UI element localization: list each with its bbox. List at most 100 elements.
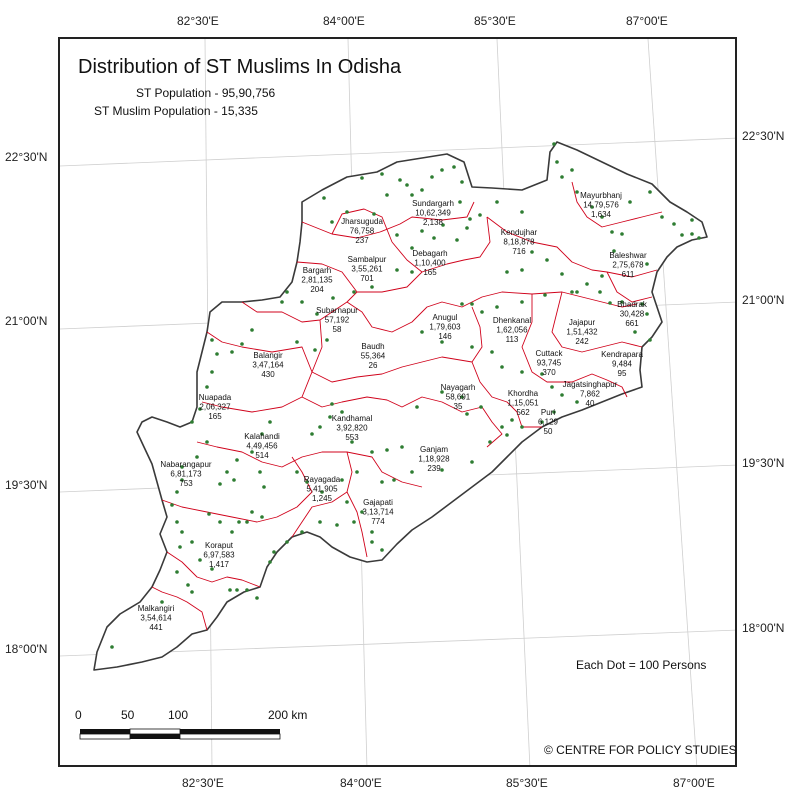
- lon-label-top-2: 84°00'E: [323, 14, 365, 28]
- population-dot: [410, 246, 414, 250]
- population-dot: [460, 302, 464, 306]
- lat-label-left-4: 18°00'N: [5, 642, 48, 656]
- population-dot: [198, 558, 202, 562]
- population-dot: [345, 210, 349, 214]
- population-dot: [395, 233, 399, 237]
- population-dot: [608, 301, 612, 305]
- population-dot: [186, 583, 190, 587]
- population-dot: [470, 302, 474, 306]
- scale-segment-6: [179, 733, 281, 740]
- population-dot: [455, 238, 459, 242]
- population-dot: [410, 193, 414, 197]
- district-label-muslim: 35: [454, 402, 463, 411]
- district-label-muslim: 165: [423, 268, 437, 277]
- population-dot: [385, 193, 389, 197]
- scale-label-50: 50: [121, 708, 135, 722]
- scale-segment-1: [80, 729, 130, 734]
- population-dot: [160, 600, 164, 604]
- population-dot: [272, 550, 276, 554]
- population-dot: [175, 570, 179, 574]
- population-dot: [440, 468, 444, 472]
- population-dot: [395, 268, 399, 272]
- population-dot: [331, 296, 335, 300]
- population-dot: [170, 503, 174, 507]
- district-label-muslim: 95: [618, 369, 627, 378]
- district-label-muslim: 239: [427, 464, 441, 473]
- district-label-name: Jajapur: [569, 318, 596, 327]
- population-dot: [470, 345, 474, 349]
- population-dot: [505, 270, 509, 274]
- population-dot: [175, 520, 179, 524]
- district-label-muslim: 553: [345, 433, 359, 442]
- population-dot: [585, 282, 589, 286]
- population-dot: [340, 410, 344, 414]
- population-dot: [648, 338, 652, 342]
- lon-label-bottom-3: 85°30'E: [506, 776, 548, 790]
- population-dot: [218, 520, 222, 524]
- population-dot: [320, 490, 324, 494]
- population-dot: [235, 458, 239, 462]
- population-dot: [520, 210, 524, 214]
- population-dot: [560, 175, 564, 179]
- population-dot: [660, 215, 664, 219]
- population-dot: [520, 268, 524, 272]
- population-dot: [250, 328, 254, 332]
- population-dot: [672, 222, 676, 226]
- district-label-name: Koraput: [205, 541, 234, 550]
- district-borders: [151, 181, 663, 631]
- population-dot: [440, 168, 444, 172]
- district-label-name: Rayagada: [304, 475, 341, 484]
- dot-legend-note: Each Dot = 100 Persons: [576, 658, 707, 672]
- district-label-name: Kendrapara: [601, 350, 643, 359]
- lat-label-right-2: 21°00'N: [742, 293, 785, 307]
- district-label-name: Nuapada: [199, 393, 232, 402]
- credit-text: © CENTRE FOR POLICY STUDIES: [544, 743, 737, 757]
- population-dot: [180, 530, 184, 534]
- population-dot: [355, 470, 359, 474]
- district-label-st: 57,192: [325, 316, 350, 325]
- population-dot: [285, 540, 289, 544]
- population-dot: [690, 218, 694, 222]
- lon-label-top-3: 85°30'E: [474, 14, 516, 28]
- population-dot: [510, 418, 514, 422]
- district-label-st: 6,129: [538, 418, 559, 427]
- population-dot: [470, 460, 474, 464]
- district-label-name: Debagarh: [412, 249, 447, 258]
- population-dot: [468, 217, 472, 221]
- district-label-name: Bargarh: [303, 266, 331, 275]
- population-dot: [575, 290, 579, 294]
- population-dot: [633, 330, 637, 334]
- district-label-st: 3,13,714: [362, 508, 394, 517]
- population-dot: [313, 348, 317, 352]
- district-label-muslim: 1,417: [209, 560, 230, 569]
- population-dot: [175, 490, 179, 494]
- district-label-st: 2,81,135: [301, 276, 333, 285]
- district-label-name: Nayagarh: [441, 383, 476, 392]
- population-dot: [398, 178, 402, 182]
- population-dot: [245, 588, 249, 592]
- population-dot: [392, 478, 396, 482]
- district-label-name: Cuttack: [535, 349, 563, 358]
- population-dot: [505, 433, 509, 437]
- district-label-name: Malkangiri: [138, 604, 175, 613]
- population-dot: [190, 590, 194, 594]
- population-dot: [237, 520, 241, 524]
- lon-label-top-4: 87°00'E: [626, 14, 668, 28]
- population-dot: [190, 540, 194, 544]
- district-label-name: Kandhamal: [332, 414, 373, 423]
- population-dot: [190, 420, 194, 424]
- population-dot: [370, 530, 374, 534]
- population-dot: [228, 588, 232, 592]
- district-label-name: Anugul: [433, 313, 458, 322]
- population-dot: [479, 405, 483, 409]
- district-label-muslim: 430: [261, 370, 275, 379]
- scale-bar-graphic: [79, 728, 281, 740]
- scale-segment-2: [129, 728, 181, 735]
- population-dot: [340, 478, 344, 482]
- map-frame: Sundargarh 10,62,349 2,138 Jharsuguda 76,758…: [58, 37, 737, 767]
- population-dot: [570, 168, 574, 172]
- population-dot: [460, 395, 464, 399]
- map-title: Distribution of ST Muslims In Odisha: [78, 56, 402, 78]
- district-label-st: 7,862: [580, 390, 601, 399]
